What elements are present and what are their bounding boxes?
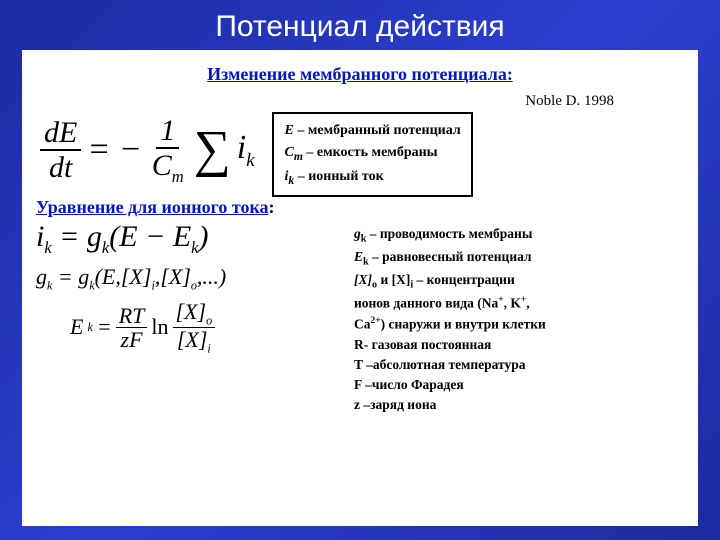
def-R: R- газовая постоянная xyxy=(354,335,546,355)
frac-num: dE xyxy=(40,116,81,151)
slide: Потенциал действия Изменение мембранного… xyxy=(0,0,720,540)
legend-box-1: E – мембранный потенциал Cm – емкость ме… xyxy=(272,112,472,197)
frac-den-Cm: Cm xyxy=(148,149,188,186)
def-Ca: Ca2+) снаружи и внутри клетки xyxy=(354,314,546,335)
row-eq1: dE dt = − 1 Cm ∑ ik E – мембранный потен… xyxy=(36,112,684,197)
def-Ek: Ek – равновесный потенциал xyxy=(354,247,546,270)
frac-den: dt xyxy=(45,151,76,184)
frac-1-Cm: 1 Cm xyxy=(148,114,188,186)
heading-membrane-change: Изменение мембранного потенциала: xyxy=(36,64,684,85)
equations-column: ik = gk(E − Ek) gk = gk(E,[X]i,[X]o,...)… xyxy=(36,220,346,355)
term-ik: ik xyxy=(237,129,255,172)
equation-ik: ik = gk(E − Ek) xyxy=(36,220,346,258)
legend-line-E: E – мембранный потенциал xyxy=(284,120,460,142)
eq-sign: = − xyxy=(87,131,141,169)
def-F: F –число Фарадея xyxy=(354,375,546,395)
citation: Noble D. 1998 xyxy=(36,93,614,110)
legend-line-Cm: Cm – емкость мембраны xyxy=(284,142,460,166)
sigma-icon: ∑ xyxy=(194,129,231,171)
equation-main: dE dt = − 1 Cm ∑ ik xyxy=(36,112,258,188)
def-gk: gk – проводимость мембраны xyxy=(354,224,546,247)
row-eq2: ik = gk(E − Ek) gk = gk(E,[X]i,[X]o,...)… xyxy=(36,220,684,415)
slide-title: Потенциал действия xyxy=(0,0,720,50)
equation-gk: gk = gk(E,[X]i,[X]o,...) xyxy=(36,264,346,293)
frac-RT-zF: RT zF xyxy=(116,304,148,351)
equation-Ek: Ek = RT zF ln [X]o [X]i xyxy=(70,300,346,355)
frac-num-1: 1 xyxy=(156,114,179,149)
legend-line-ik: ik – ионный ток xyxy=(284,166,460,190)
frac-dE-dt: dE dt xyxy=(40,116,81,184)
content-panel: Изменение мембранного потенциала: Noble … xyxy=(22,50,698,526)
def-z: z –заряд иона xyxy=(354,395,546,415)
frac-Xo-Xi: [X]o [X]i xyxy=(173,300,216,355)
heading-ion-current: Уравнение для ионного тока: xyxy=(36,197,684,218)
def-X-conc: [X]o и [X]i – концентрации xyxy=(354,270,546,293)
def-ions: ионов данного вида (Na+, K+, xyxy=(354,293,546,314)
definitions: gk – проводимость мембраны Ek – равновес… xyxy=(354,220,546,415)
def-T: T –абсолютная температура xyxy=(354,355,546,375)
